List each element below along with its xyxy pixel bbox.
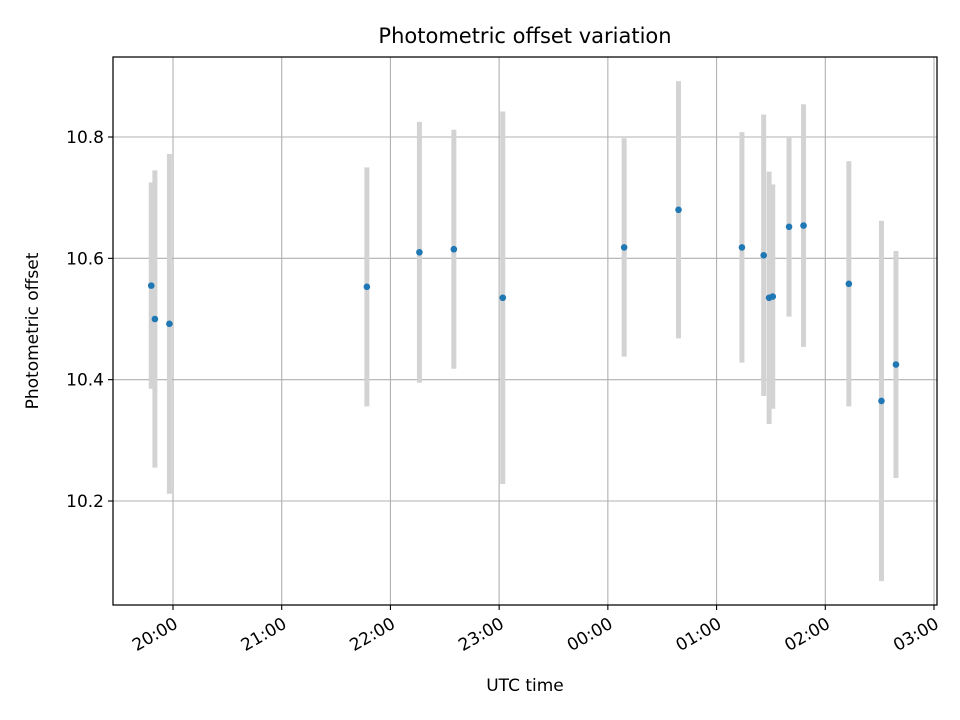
data-point — [363, 283, 371, 291]
data-point — [620, 244, 628, 251]
y-tick-label: 10.8 — [66, 128, 104, 148]
data-point — [416, 248, 423, 256]
chart-title: Photometric offset variation — [378, 24, 671, 48]
data-point — [499, 294, 507, 302]
y-axis: 10.2 10.4 10.6 10.8 — [66, 128, 113, 512]
data-point — [738, 244, 746, 251]
x-tick-label: 02:00 — [781, 614, 833, 656]
data-point — [878, 397, 885, 405]
data-point — [769, 293, 777, 300]
x-tick-label: 20:00 — [129, 614, 181, 656]
data-point — [785, 223, 793, 231]
plot-frame — [112, 56, 938, 606]
data-point — [760, 252, 767, 259]
y-tick-label: 10.6 — [66, 249, 104, 269]
x-tick-label: 03:00 — [890, 614, 942, 656]
error-bars — [148, 81, 899, 582]
data-point — [675, 206, 682, 214]
y-tick-label: 10.2 — [66, 492, 104, 512]
x-axis: 20:00 21:00 22:00 23:00 00:00 01:00 02:00 03:00 — [129, 605, 943, 656]
grid — [113, 57, 937, 605]
data-point — [450, 245, 458, 253]
y-tick-label: 10.4 — [66, 371, 104, 391]
x-axis-label: UTC time — [486, 676, 564, 696]
x-tick-label: 22:00 — [346, 614, 398, 656]
x-tick-label: 01:00 — [673, 614, 725, 656]
data-points — [147, 206, 900, 405]
data-point — [151, 315, 159, 323]
data-point — [845, 280, 853, 288]
data-point — [800, 222, 807, 229]
data-point — [147, 282, 155, 289]
x-tick-label: 23:00 — [455, 614, 507, 656]
data-point — [892, 361, 900, 368]
x-tick-label: 21:00 — [238, 614, 290, 656]
x-tick-label: 00:00 — [564, 614, 616, 656]
y-axis-label: Photometric offset — [23, 252, 43, 409]
data-point — [166, 320, 173, 328]
